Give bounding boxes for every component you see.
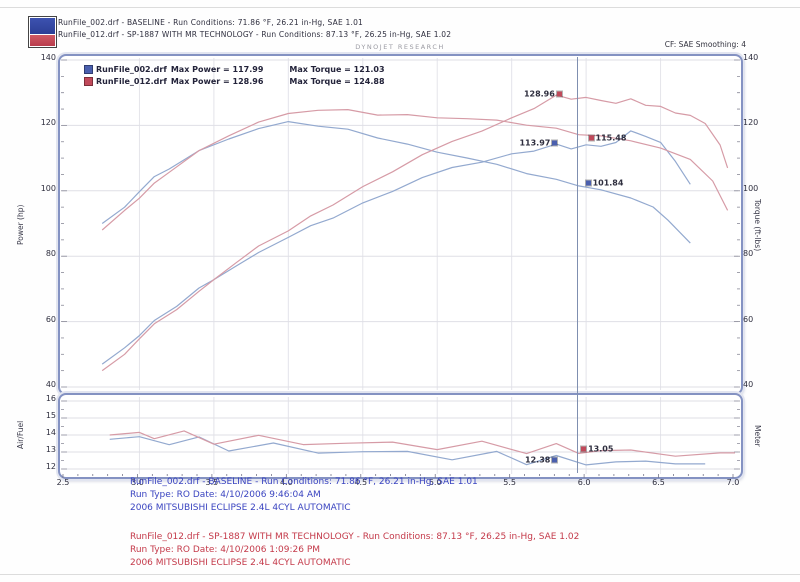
footer-run2-line2: Run Type: RO Date: 4/10/2006 1:09:26 PM bbox=[130, 545, 321, 555]
y-axis-tick-right: 140 bbox=[743, 53, 759, 62]
air-fuel-panel bbox=[58, 393, 743, 479]
y-axis-tick-left: 140 bbox=[40, 53, 56, 62]
legend-swatch-mrtech bbox=[84, 76, 93, 86]
legend-maxpower-baseline: Max Power = 117.99 bbox=[170, 64, 264, 74]
logo-blue-block bbox=[30, 18, 55, 36]
legend: RunFile_002.drf Max Power = 117.99 Max T… bbox=[84, 63, 385, 87]
legend-row-mrtech: RunFile_012.drf Max Power = 128.96 Max T… bbox=[84, 75, 385, 87]
series-mr-tech-afr bbox=[109, 430, 735, 457]
torque-axis-title: Torque (ft-lbs) bbox=[753, 198, 762, 252]
series-baseline-power bbox=[101, 130, 691, 365]
legend-file-mrtech: RunFile_012.drf bbox=[96, 76, 167, 86]
top-rule bbox=[0, 7, 800, 8]
y-axis-tick-left: 60 bbox=[45, 314, 56, 324]
footer-run1-line3: 2006 MITSUBISHI ECLIPSE 2.4L 4CYL AUTOMA… bbox=[130, 503, 351, 513]
series-mr-tech-torque bbox=[101, 108, 729, 231]
legend-maxpower-mrtech: Max Power = 128.96 bbox=[170, 76, 264, 86]
air-fuel-plot[interactable] bbox=[60, 395, 741, 477]
power-torque-plot[interactable] bbox=[60, 56, 741, 393]
y-axis-tick-left: 12 bbox=[45, 462, 56, 471]
y-axis-tick-right: 40 bbox=[743, 380, 754, 389]
footer-run1-line2: Run Type: RO Date: 4/10/2006 9:46:04 AM bbox=[130, 490, 321, 500]
logo-red-block bbox=[30, 35, 55, 46]
footer-run1-line1: RunFile_002.drf - BASELINE - Run Conditi… bbox=[130, 477, 478, 487]
footer-run-baseline: RunFile_002.drf - BASELINE - Run Conditi… bbox=[130, 476, 478, 515]
header-run2: RunFile_012.drf - SP-1887 WITH MR TECHNO… bbox=[58, 30, 452, 39]
y-axis-tick-left: 40 bbox=[45, 380, 56, 389]
footer-run2-line1: RunFile_012.drf - SP-1887 WITH MR TECHNO… bbox=[130, 532, 580, 542]
power-torque-panel bbox=[58, 54, 743, 395]
y-axis-tick-left: 16 bbox=[45, 394, 56, 403]
y-axis-tick-left: 120 bbox=[40, 118, 56, 128]
x-axis-tick-strip bbox=[62, 474, 734, 478]
dynojet-watermark: DYNOJET RESEARCH bbox=[355, 43, 445, 51]
series-mr-tech-power bbox=[101, 94, 729, 372]
correction-factor-label: CF: SAE Smoothing: 4 bbox=[664, 40, 746, 49]
legend-row-baseline: RunFile_002.drf Max Power = 117.99 Max T… bbox=[84, 63, 385, 75]
y-axis-tick-left: 80 bbox=[45, 249, 56, 259]
footer-run2-line3: 2006 MITSUBISHI ECLIPSE 2.4L 4CYL AUTOMA… bbox=[130, 558, 351, 568]
series-baseline-torque bbox=[101, 120, 691, 244]
y-axis-tick-left: 14 bbox=[45, 428, 56, 437]
y-axis-tick-left: 15 bbox=[45, 411, 56, 420]
dynojet-logo-icon bbox=[28, 16, 57, 48]
y-axis-tick-right: 60 bbox=[743, 314, 754, 324]
meter-axis-title: Meter bbox=[753, 425, 762, 447]
bottom-rule bbox=[0, 574, 800, 575]
legend-maxtorque-baseline: Max Torque = 121.03 bbox=[289, 64, 385, 74]
y-axis-tick-right: 120 bbox=[743, 118, 759, 128]
y-axis-tick-left: 13 bbox=[45, 445, 56, 454]
series-baseline-afr bbox=[109, 436, 706, 466]
power-axis-title: Power (hp) bbox=[16, 204, 25, 246]
legend-file-baseline: RunFile_002.drf bbox=[96, 64, 167, 74]
header-run1: RunFile_002.drf - BASELINE - Run Conditi… bbox=[58, 18, 364, 27]
footer-run-mrtech: RunFile_012.drf - SP-1887 WITH MR TECHNO… bbox=[130, 531, 579, 570]
legend-maxtorque-mrtech: Max Torque = 124.88 bbox=[289, 76, 385, 86]
airfuel-axis-title: Air/Fuel bbox=[16, 420, 25, 450]
legend-swatch-baseline bbox=[84, 64, 93, 74]
cursor-line[interactable] bbox=[576, 57, 578, 473]
y-axis-tick-left: 100 bbox=[40, 183, 56, 193]
